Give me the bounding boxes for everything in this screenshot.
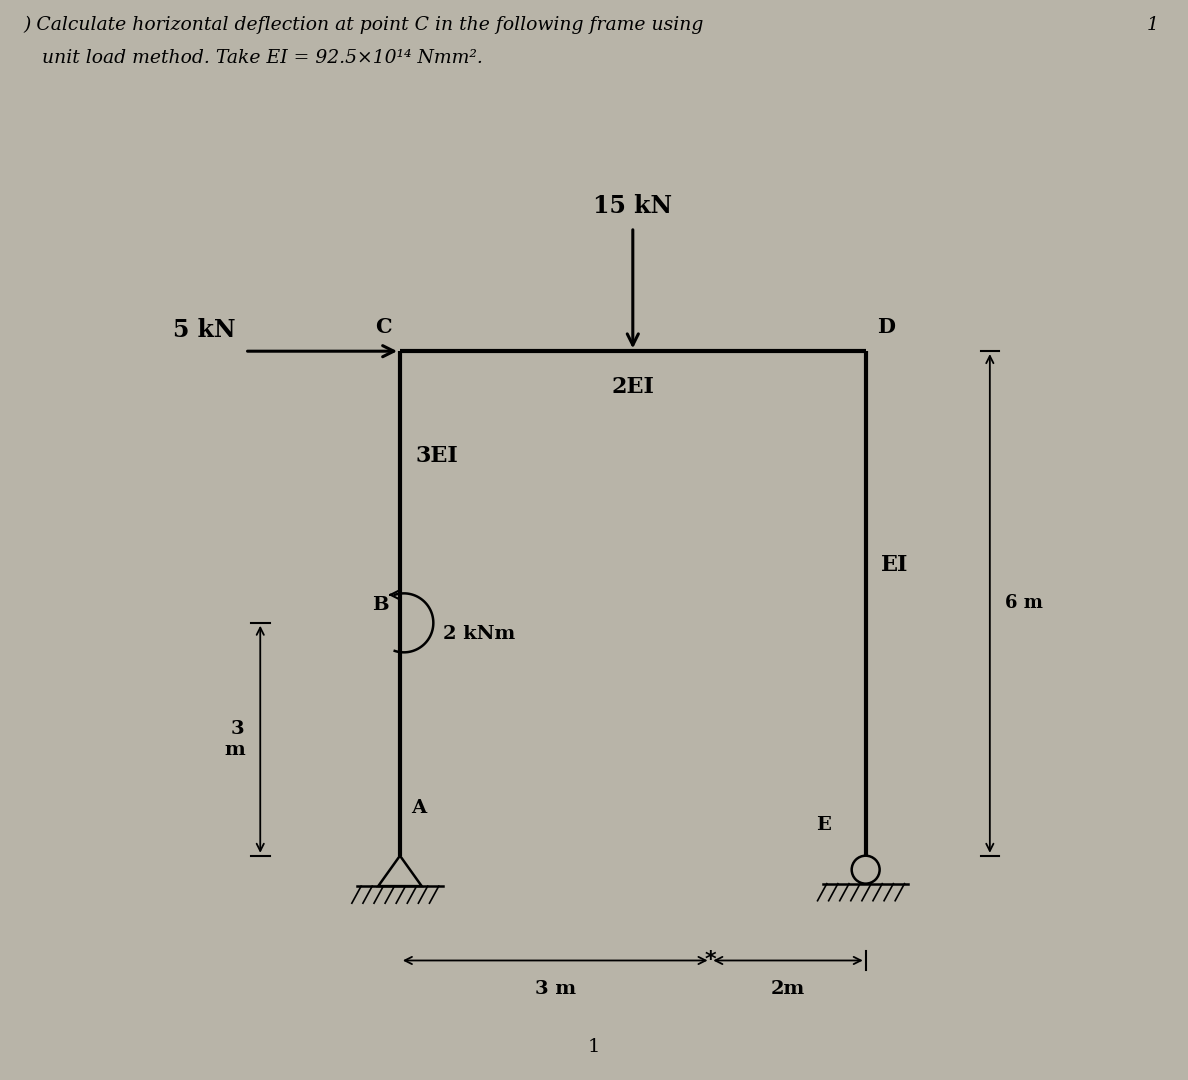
Text: 5 kN: 5 kN [172, 318, 235, 342]
Text: D: D [877, 318, 896, 337]
Text: A: A [411, 799, 426, 816]
Text: 1: 1 [588, 1038, 600, 1056]
Text: 2EI: 2EI [612, 376, 655, 399]
Text: 6 m: 6 m [1005, 594, 1043, 612]
Text: 2m: 2m [771, 980, 805, 998]
Text: 3 m: 3 m [535, 980, 576, 998]
Text: 3EI: 3EI [416, 445, 459, 467]
Text: 15 kN: 15 kN [593, 193, 672, 218]
Text: 1: 1 [1146, 16, 1158, 35]
Text: 3
m: 3 m [225, 720, 245, 758]
Text: EI: EI [881, 554, 909, 576]
Text: 2 kNm: 2 kNm [443, 625, 514, 644]
Text: *: * [704, 950, 716, 971]
Text: ) Calculate horizontal deflection at point C in the following frame using: ) Calculate horizontal deflection at poi… [24, 16, 704, 35]
Text: C: C [375, 318, 392, 337]
Text: B: B [372, 595, 388, 613]
Text: E: E [816, 816, 830, 834]
Text: unit load method. Take EI = 92.5×10¹⁴ Nmm².: unit load method. Take EI = 92.5×10¹⁴ Nm… [24, 49, 482, 67]
